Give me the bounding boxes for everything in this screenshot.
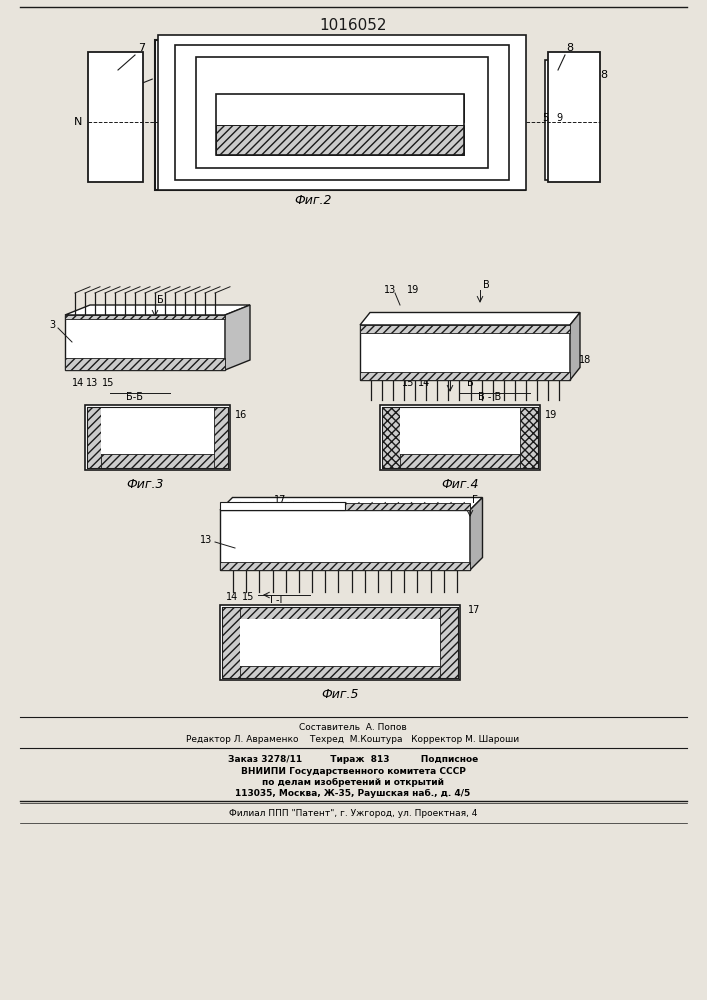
Text: 13: 13 (200, 535, 212, 545)
Text: Г-Г: Г-Г (270, 595, 286, 605)
Bar (218, 88, 462, 122)
Text: 8: 8 (600, 70, 607, 80)
Bar (345, 503, 470, 510)
Text: 8: 8 (566, 43, 573, 53)
Bar (222, 607, 458, 678)
Polygon shape (360, 312, 580, 325)
Bar (87, 407, 228, 468)
Text: Заказ 3278/11         Тираж  813          Подписное: Заказ 3278/11 Тираж 813 Подписное (228, 754, 478, 764)
Bar (101, 407, 214, 454)
Bar (382, 407, 400, 468)
Bar (65, 358, 225, 370)
Bar (220, 502, 345, 510)
Bar (220, 562, 470, 570)
Bar (175, 50, 505, 180)
Bar (196, 57, 488, 168)
Bar (440, 607, 458, 678)
Text: 13: 13 (86, 378, 98, 388)
Bar (87, 407, 101, 468)
Text: 14: 14 (418, 378, 430, 388)
Bar (222, 607, 240, 678)
Text: 7: 7 (139, 43, 146, 53)
Bar (65, 315, 225, 319)
Polygon shape (225, 305, 250, 370)
Bar (380, 405, 540, 470)
Text: 18: 18 (579, 355, 591, 365)
Text: Б-Б: Б-Б (127, 392, 144, 402)
Bar (158, 35, 526, 190)
Bar (548, 52, 600, 182)
Text: 5: 5 (542, 113, 548, 123)
Text: по делам изобретений и открытий: по делам изобретений и открытий (262, 777, 444, 787)
Text: Составитель  А. Попов: Составитель А. Попов (299, 722, 407, 732)
Text: 15: 15 (252, 172, 264, 182)
Polygon shape (220, 510, 470, 570)
Bar (85, 405, 230, 470)
Text: ВНИИПИ Государственного комитета СССР: ВНИИПИ Государственного комитета СССР (240, 766, 465, 776)
Text: 13: 13 (384, 285, 396, 295)
Text: 17: 17 (468, 605, 480, 615)
Polygon shape (65, 315, 225, 370)
Bar (222, 607, 458, 619)
Polygon shape (220, 497, 482, 510)
Text: 19: 19 (545, 410, 557, 420)
Bar (216, 125, 464, 155)
Text: 7: 7 (115, 100, 122, 110)
Bar (360, 325, 570, 333)
Bar (220, 605, 460, 680)
Text: 14: 14 (279, 172, 291, 182)
Bar (214, 407, 228, 468)
Text: Филиал ППП "Патент", г. Ужгород, ул. Проектная, 4: Филиал ППП "Патент", г. Ужгород, ул. Про… (229, 810, 477, 818)
Bar (195, 62, 485, 168)
Polygon shape (65, 305, 250, 315)
Text: 3: 3 (49, 320, 55, 330)
Text: 113035, Москва, Ж-35, Раушская наб., д. 4/5: 113035, Москва, Ж-35, Раушская наб., д. … (235, 788, 471, 798)
Bar (155, 40, 525, 190)
Bar (222, 666, 458, 678)
Bar (175, 45, 509, 180)
Text: 17: 17 (274, 495, 286, 505)
Text: N: N (74, 117, 82, 127)
Text: Фиг.4: Фиг.4 (441, 479, 479, 491)
Bar (545, 60, 595, 180)
Text: Фиг.5: Фиг.5 (321, 688, 358, 700)
Bar (240, 619, 440, 666)
Bar (216, 91, 464, 125)
Text: В: В (467, 378, 474, 388)
Bar (360, 372, 570, 380)
Bar (216, 94, 464, 155)
Text: В: В (483, 280, 489, 290)
Bar (400, 407, 520, 454)
Text: 15: 15 (242, 592, 255, 602)
Text: Редактор Л. Авраменко    Техред  М.Коштура   Корректор М. Шароши: Редактор Л. Авраменко Техред М.Коштура К… (187, 736, 520, 744)
Bar (382, 407, 538, 468)
Text: 7: 7 (160, 70, 167, 80)
Text: Г: Г (472, 495, 478, 505)
Text: 15: 15 (402, 378, 414, 388)
Text: 14: 14 (226, 592, 238, 602)
Bar (218, 88, 462, 155)
Text: Фиг.3: Фиг.3 (127, 479, 164, 491)
Polygon shape (570, 312, 580, 380)
Bar (216, 94, 464, 122)
Text: 16: 16 (235, 410, 247, 420)
Text: 15: 15 (102, 378, 115, 388)
Text: 19: 19 (407, 285, 419, 295)
Polygon shape (360, 325, 570, 380)
Bar (218, 120, 462, 155)
Bar (87, 454, 228, 468)
Text: В - В: В - В (479, 392, 502, 402)
Text: 9: 9 (556, 113, 562, 123)
Text: Б: Б (157, 295, 163, 305)
Bar (520, 407, 538, 468)
Bar (382, 454, 538, 468)
Text: Фиг.2: Фиг.2 (294, 194, 332, 207)
Text: 1016052: 1016052 (320, 17, 387, 32)
Text: А – А: А – А (294, 41, 326, 54)
Polygon shape (470, 497, 482, 570)
Bar (88, 52, 143, 182)
Text: 14: 14 (72, 378, 84, 388)
Bar (90, 60, 142, 180)
